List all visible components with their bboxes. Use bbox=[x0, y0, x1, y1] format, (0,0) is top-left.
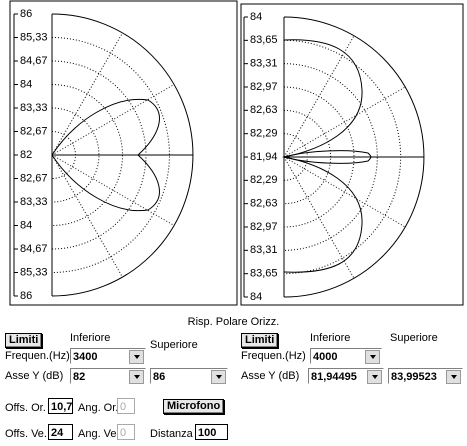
grid-spoke bbox=[283, 86, 406, 158]
input[interactable]: 0 bbox=[117, 398, 135, 414]
axis-label: 81,94 bbox=[250, 151, 278, 163]
value: 81,94495 bbox=[311, 371, 357, 383]
axis-label: 84 bbox=[20, 78, 32, 90]
axis-label: 83,31 bbox=[250, 244, 278, 256]
axis-label: 84 bbox=[250, 291, 262, 303]
value: 86 bbox=[153, 371, 166, 383]
polar-curve bbox=[283, 39, 363, 273]
limits-button[interactable]: Limiti bbox=[5, 333, 43, 348]
axis-label: 82,97 bbox=[250, 81, 278, 93]
input[interactable]: 0 bbox=[117, 424, 135, 440]
axis-label: 86 bbox=[20, 290, 32, 302]
label: Offs. Ve. bbox=[5, 428, 47, 440]
value: 4000 bbox=[313, 351, 338, 363]
outer-arc bbox=[51, 13, 194, 297]
axis-label: 82 bbox=[20, 149, 32, 161]
label: Ang. Ve. bbox=[78, 428, 120, 440]
axis-upper-combo[interactable]: 83,99523 bbox=[388, 368, 463, 384]
grid-ring bbox=[51, 131, 76, 179]
grid-spoke bbox=[283, 156, 406, 228]
axis-label: 84 bbox=[20, 219, 32, 231]
grid-ring bbox=[283, 39, 401, 275]
input[interactable]: 10,7 bbox=[48, 398, 73, 414]
label: Superiore bbox=[150, 339, 198, 351]
axis-lower-combo[interactable]: 81,94495 bbox=[308, 368, 384, 384]
frame bbox=[240, 3, 464, 306]
axis-label: 85,33 bbox=[20, 31, 48, 43]
label: Inferiore bbox=[70, 332, 111, 344]
axis-label: 82,29 bbox=[250, 128, 278, 140]
freq-combo[interactable]: 4000 bbox=[310, 348, 382, 364]
value: 83,99523 bbox=[391, 371, 437, 383]
right-plot: 84 83,65 83,31 82,97 82,63 82,29 81,94 82,29 82,… bbox=[240, 3, 464, 306]
axis-upper-combo[interactable]: 86 bbox=[150, 368, 228, 384]
label: Distanza bbox=[150, 428, 193, 440]
freq-combo[interactable]: 3400 bbox=[70, 348, 146, 364]
frame bbox=[9, 0, 238, 306]
grid-ring bbox=[51, 60, 147, 250]
label: Offs. Or. bbox=[5, 402, 46, 414]
axis-label: 82,63 bbox=[250, 198, 278, 210]
grid-ring bbox=[283, 63, 378, 251]
axis-label: 84,67 bbox=[20, 243, 48, 255]
input[interactable]: 24 bbox=[48, 424, 73, 440]
grid-ring bbox=[283, 133, 308, 181]
axis-label: 82,63 bbox=[250, 104, 278, 116]
axis-label: 85,33 bbox=[20, 266, 48, 278]
limits-button[interactable]: Limiti bbox=[241, 333, 279, 348]
value: 3400 bbox=[73, 351, 98, 363]
polar-curve bbox=[51, 98, 160, 212]
label: Inferiore bbox=[310, 332, 351, 344]
outer-arc bbox=[283, 16, 425, 298]
axis-label: 82,67 bbox=[20, 172, 48, 184]
axis-lower-combo[interactable]: 82 bbox=[70, 368, 146, 384]
axis-label: 82,97 bbox=[250, 221, 278, 233]
microphone-button[interactable]: Microfono bbox=[163, 399, 225, 414]
caption: Risp. Polare Orizz. bbox=[187, 316, 280, 328]
value: 82 bbox=[73, 371, 86, 383]
label: Ang. Or. bbox=[78, 402, 119, 414]
left-plot: 86 85,33 84,67 84 83,33 82,67 82 82,67 83,33 84 84… bbox=[9, 0, 238, 306]
axis-label: 84,67 bbox=[20, 55, 48, 67]
polar-curve bbox=[282, 150, 372, 164]
grid-spoke bbox=[51, 32, 123, 156]
input[interactable]: 100 bbox=[195, 424, 228, 440]
axis-label: 83,33 bbox=[20, 196, 48, 208]
grid-spoke bbox=[283, 156, 355, 279]
label: Asse Y (dB) bbox=[241, 370, 300, 382]
axis-label: 84 bbox=[250, 11, 262, 23]
axis-label: 83,65 bbox=[250, 34, 278, 46]
grid-ring bbox=[51, 107, 100, 203]
plots: 8685,3384,678483,3382,678282,6783,338484… bbox=[9, 0, 464, 306]
grid-spoke bbox=[51, 154, 123, 278]
axis-label: 83,33 bbox=[20, 102, 48, 114]
label: Asse Y (dB) bbox=[5, 370, 64, 382]
axis-label: 83,31 bbox=[250, 58, 278, 70]
axis-label: 82,67 bbox=[20, 125, 48, 137]
grid-spoke bbox=[51, 84, 175, 156]
grid-spoke bbox=[51, 154, 175, 226]
label: Superiore bbox=[390, 332, 438, 344]
axis-label: 82,29 bbox=[250, 174, 278, 186]
label: Frequen.(Hz) bbox=[241, 350, 306, 362]
axis-label: 83,65 bbox=[250, 268, 278, 280]
label: Frequen.(Hz) bbox=[5, 350, 70, 362]
axis-label: 86 bbox=[20, 8, 32, 20]
